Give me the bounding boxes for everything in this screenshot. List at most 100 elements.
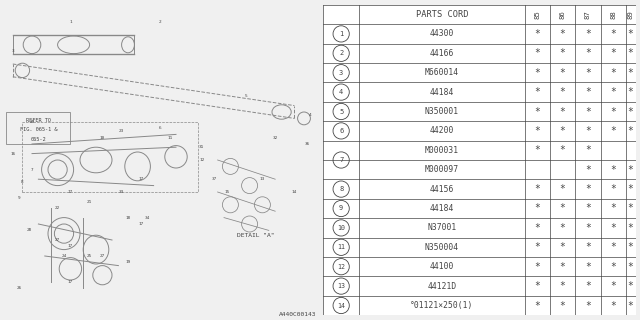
Text: 7: 7 xyxy=(339,157,343,163)
Text: 8: 8 xyxy=(21,180,24,184)
Text: *: * xyxy=(628,242,634,252)
Text: *: * xyxy=(628,262,634,272)
Text: 34: 34 xyxy=(145,216,150,220)
Text: 7: 7 xyxy=(31,168,33,172)
Text: *: * xyxy=(611,126,616,136)
Text: *: * xyxy=(628,48,634,58)
Text: *: * xyxy=(585,107,591,116)
Text: *: * xyxy=(611,184,616,194)
Text: *: * xyxy=(628,87,634,97)
Text: 14: 14 xyxy=(292,190,297,194)
Text: *: * xyxy=(628,184,634,194)
Text: *: * xyxy=(534,242,540,252)
Text: 17: 17 xyxy=(68,190,73,194)
Text: *: * xyxy=(611,262,616,272)
Text: 17: 17 xyxy=(68,280,73,284)
Text: 22: 22 xyxy=(55,206,60,210)
Text: 065-2: 065-2 xyxy=(31,137,46,142)
Text: M000031: M000031 xyxy=(425,146,459,155)
Text: 12: 12 xyxy=(199,158,204,162)
Text: *: * xyxy=(628,204,634,213)
Text: °01121×250(1): °01121×250(1) xyxy=(410,301,474,310)
Text: 10: 10 xyxy=(337,225,345,231)
Text: *: * xyxy=(534,223,540,233)
Text: *: * xyxy=(585,184,591,194)
Text: 37: 37 xyxy=(212,177,217,181)
Text: 44200: 44200 xyxy=(429,126,454,135)
Text: *: * xyxy=(611,242,616,252)
Text: *: * xyxy=(628,29,634,39)
Text: 44156: 44156 xyxy=(429,185,454,194)
Text: *: * xyxy=(559,87,566,97)
Text: *: * xyxy=(611,48,616,58)
Text: *: * xyxy=(585,242,591,252)
Text: 44184: 44184 xyxy=(429,88,454,97)
Text: *: * xyxy=(534,87,540,97)
Text: A440C00143: A440C00143 xyxy=(279,312,317,317)
Text: 1: 1 xyxy=(69,20,72,24)
Text: 21: 21 xyxy=(87,200,92,204)
Text: 8: 8 xyxy=(339,186,343,192)
Text: *: * xyxy=(534,262,540,272)
Text: *: * xyxy=(585,281,591,291)
Text: 5: 5 xyxy=(339,108,343,115)
Text: *: * xyxy=(559,204,566,213)
Text: 20: 20 xyxy=(29,120,35,124)
Text: 33: 33 xyxy=(119,190,124,194)
Text: 19: 19 xyxy=(125,260,131,264)
Text: N37001: N37001 xyxy=(428,223,456,232)
Text: *: * xyxy=(559,223,566,233)
Text: *: * xyxy=(585,262,591,272)
Text: *: * xyxy=(611,68,616,78)
Text: 26: 26 xyxy=(17,286,22,290)
Text: 44166: 44166 xyxy=(429,49,454,58)
Text: PARTS CORD: PARTS CORD xyxy=(415,10,468,19)
Text: *: * xyxy=(628,223,634,233)
Text: *: * xyxy=(611,223,616,233)
Text: *: * xyxy=(534,145,540,155)
Text: 3: 3 xyxy=(339,70,343,76)
Text: *: * xyxy=(534,184,540,194)
Text: 31: 31 xyxy=(199,145,204,149)
Text: *: * xyxy=(611,204,616,213)
Text: *: * xyxy=(585,300,591,310)
Text: 1: 1 xyxy=(339,31,343,37)
Text: 44184: 44184 xyxy=(429,204,454,213)
Text: 14: 14 xyxy=(337,302,345,308)
Text: *: * xyxy=(611,87,616,97)
Text: *: * xyxy=(534,281,540,291)
Text: *: * xyxy=(585,223,591,233)
Text: 2: 2 xyxy=(339,50,343,56)
Text: *: * xyxy=(585,126,591,136)
Text: *: * xyxy=(559,107,566,116)
Text: 3: 3 xyxy=(12,49,14,53)
Text: *: * xyxy=(559,184,566,194)
Text: 16: 16 xyxy=(10,152,15,156)
Text: *: * xyxy=(559,281,566,291)
Text: *: * xyxy=(611,281,616,291)
Text: *: * xyxy=(559,262,566,272)
Text: *: * xyxy=(611,300,616,310)
Text: 27: 27 xyxy=(55,238,60,242)
Text: *: * xyxy=(559,68,566,78)
Text: *: * xyxy=(628,281,634,291)
Text: 11: 11 xyxy=(167,136,172,140)
Text: 88: 88 xyxy=(610,10,616,19)
Text: 87: 87 xyxy=(585,10,591,19)
Text: *: * xyxy=(611,29,616,39)
Text: 10: 10 xyxy=(100,136,105,140)
Text: 89: 89 xyxy=(628,10,634,19)
Text: *: * xyxy=(534,300,540,310)
Text: *: * xyxy=(611,107,616,116)
Text: *: * xyxy=(559,48,566,58)
Text: *: * xyxy=(585,145,591,155)
Text: *: * xyxy=(585,87,591,97)
Text: 2: 2 xyxy=(159,20,161,24)
Text: 27: 27 xyxy=(100,254,105,258)
Text: *: * xyxy=(534,48,540,58)
Text: *: * xyxy=(628,165,634,175)
Text: FIG. 065-1 &: FIG. 065-1 & xyxy=(20,127,57,132)
Text: 25: 25 xyxy=(87,254,92,258)
Text: 23: 23 xyxy=(119,129,124,133)
Text: 36: 36 xyxy=(305,142,310,146)
